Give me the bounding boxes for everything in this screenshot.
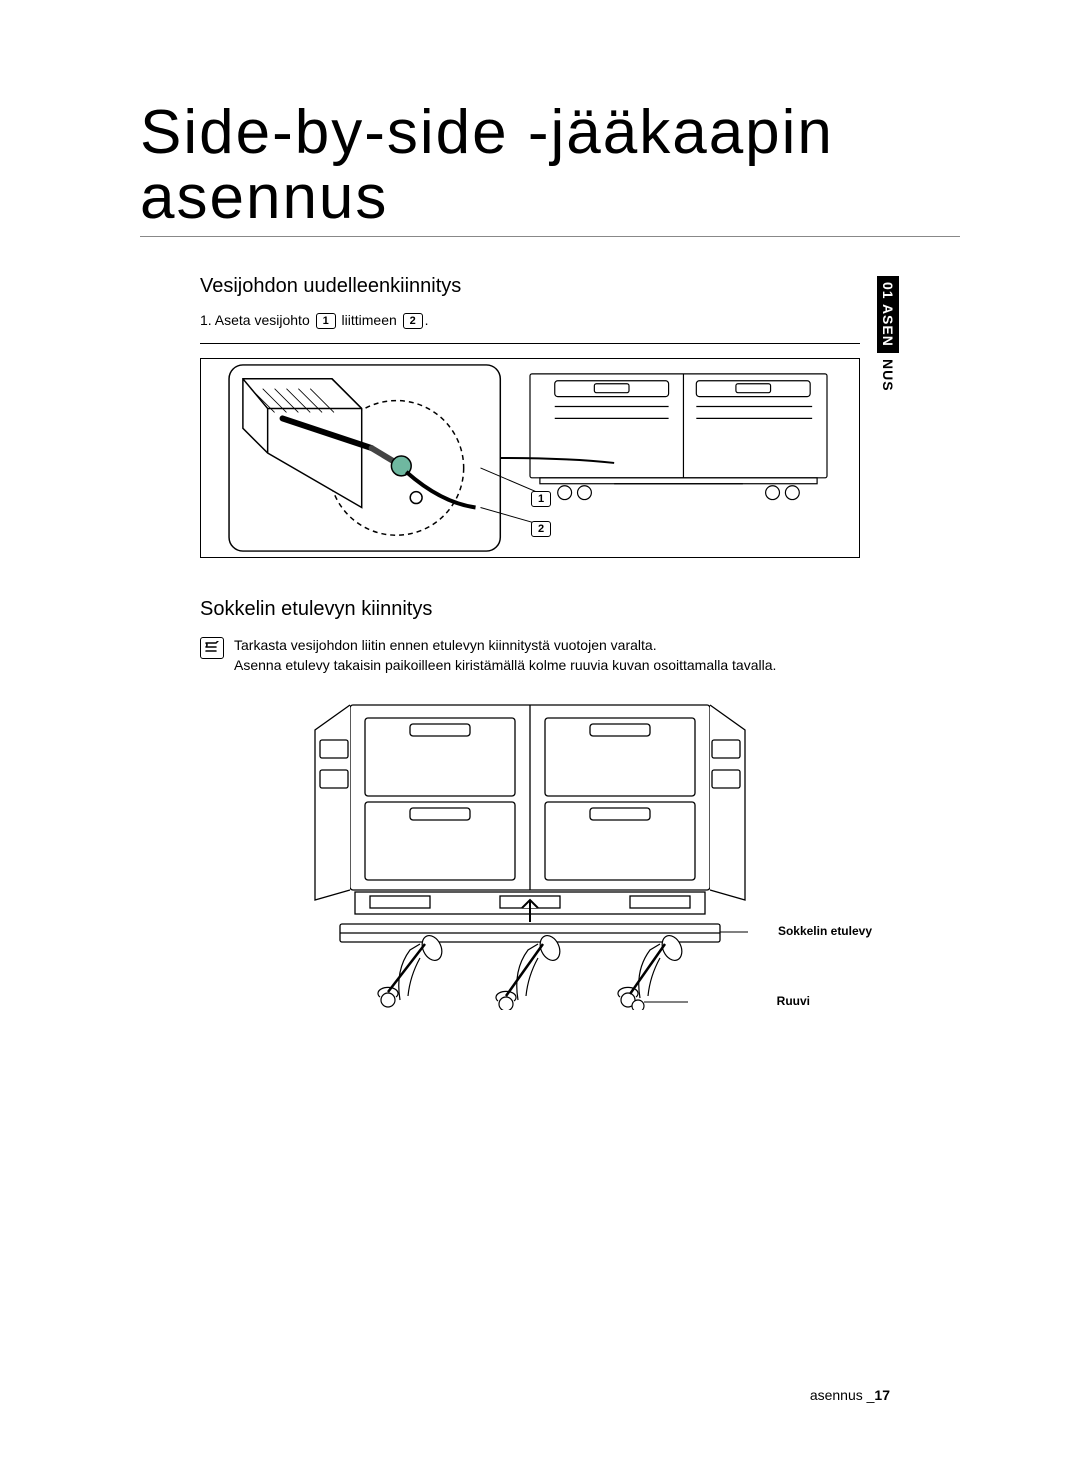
note-icon bbox=[200, 637, 224, 659]
step-ref-1: 1 bbox=[316, 313, 336, 329]
figure-label-panel: Sokkelin etulevy bbox=[778, 924, 872, 938]
step-ref-2: 2 bbox=[403, 313, 423, 329]
footer-text: asennus _ bbox=[810, 1387, 875, 1403]
section-tab-rest: NUS bbox=[877, 353, 899, 392]
figure-callout-1: 1 bbox=[531, 491, 551, 507]
step-mid: liittimeen bbox=[338, 312, 401, 328]
figure-leg-cover: Sokkelin etulevy Ruuvi bbox=[200, 700, 860, 1010]
title-line-1: Side-by-side -jääkaapin bbox=[140, 98, 834, 167]
figure-callout-2: 2 bbox=[531, 521, 551, 537]
waterline-illustration bbox=[201, 359, 859, 557]
section1-heading: Vesijohdon uudelleenkiinnitys bbox=[200, 275, 860, 298]
note-line-1: Tarkasta vesijohdon liitin ennen etulevy… bbox=[234, 635, 776, 655]
section-tab-active: 01 ASEN bbox=[877, 276, 899, 353]
section-tab: 01 ASENNUS bbox=[880, 276, 896, 391]
page-title: Side-by-side -jääkaapin asennus bbox=[140, 100, 960, 237]
section1-step: 1. Aseta vesijohto 1 liittimeen 2. bbox=[200, 312, 860, 329]
title-line-2: asennus bbox=[140, 163, 388, 232]
step-prefix: 1. Aseta vesijohto bbox=[200, 312, 314, 328]
footer-page-number: 17 bbox=[874, 1387, 890, 1403]
figure-label-screw: Ruuvi bbox=[777, 994, 810, 1008]
note-line-2: Asenna etulevy takaisin paikoilleen kiri… bbox=[234, 655, 776, 675]
divider bbox=[200, 343, 860, 344]
note-text: Tarkasta vesijohdon liitin ennen etulevy… bbox=[234, 635, 776, 676]
step-suffix: . bbox=[425, 312, 429, 328]
figure-waterline: 1 2 bbox=[200, 358, 860, 558]
leg-cover-illustration bbox=[260, 700, 800, 1010]
page-footer: asennus _17 bbox=[810, 1387, 890, 1403]
section2-heading: Sokkelin etulevyn kiinnitys bbox=[200, 598, 860, 621]
note-block: Tarkasta vesijohdon liitin ennen etulevy… bbox=[200, 635, 860, 676]
